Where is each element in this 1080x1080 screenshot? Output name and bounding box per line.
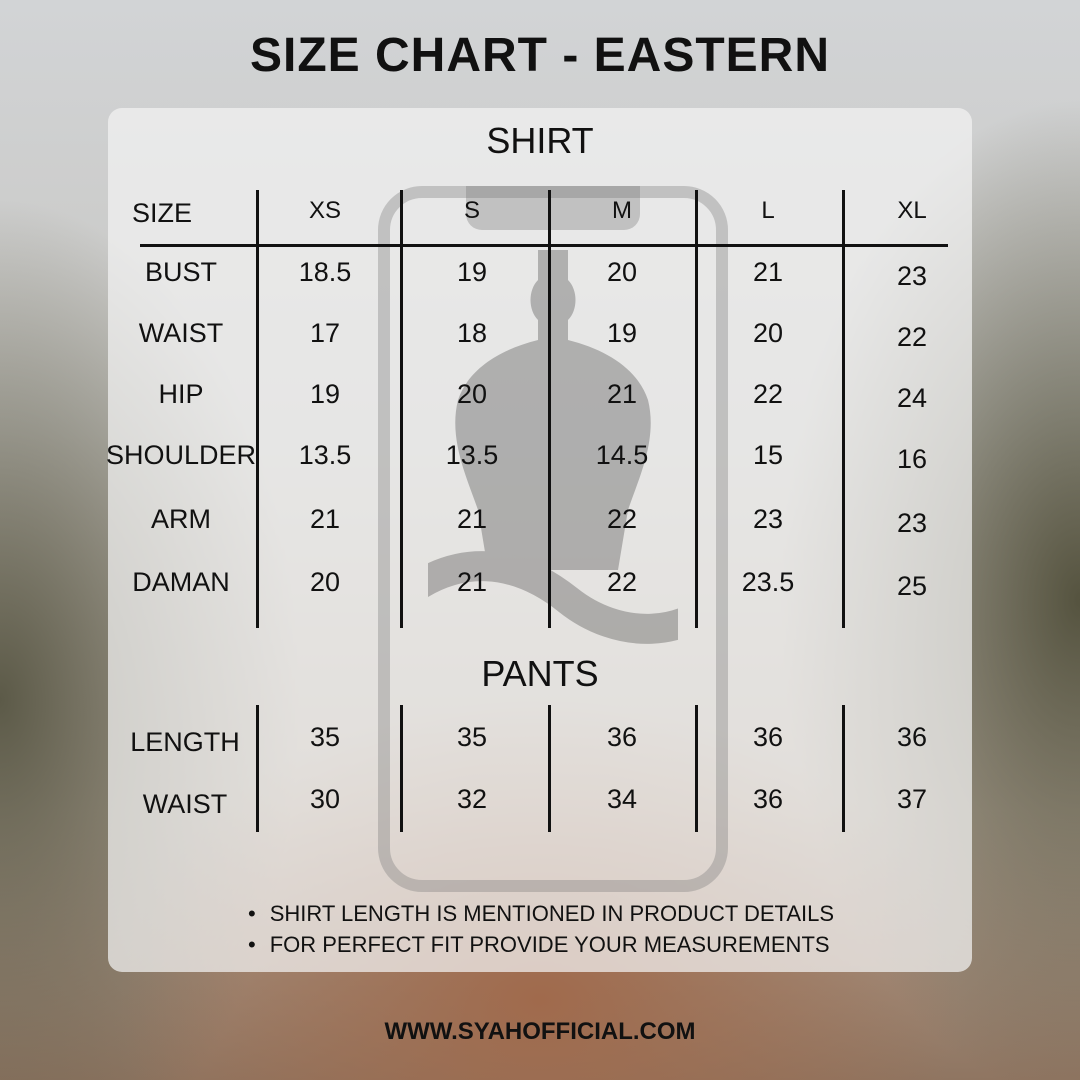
table-cell: 22: [752, 379, 784, 409]
table-cell: 25: [896, 571, 928, 601]
table-cell: 21: [456, 504, 488, 534]
row-label: DAMAN: [132, 567, 230, 597]
size-header-label: SIZE: [131, 198, 192, 228]
column-divider: [400, 705, 403, 832]
table-cell: 19: [456, 257, 488, 287]
note-item: FOR PERFECT FIT PROVIDE YOUR MEASUREMENT…: [248, 929, 834, 960]
table-cell: 21: [606, 379, 638, 409]
table-cell: 22: [606, 504, 638, 534]
size-header-l: L: [761, 197, 775, 224]
row-label: WAIST: [138, 318, 224, 348]
size-header-m: M: [612, 197, 632, 224]
notes-list: SHIRT LENGTH IS MENTIONED IN PRODUCT DET…: [248, 898, 834, 960]
table-cell: 24: [896, 383, 928, 413]
table-cell: 23: [896, 508, 928, 538]
table-cell: 23: [752, 504, 784, 534]
table-cell: 20: [309, 567, 341, 597]
table-cell: 20: [752, 318, 784, 348]
header-divider: [140, 244, 948, 247]
table-cell: 21: [456, 567, 488, 597]
table-cell: 20: [606, 257, 638, 287]
table-cell: 35: [309, 722, 341, 752]
table-cell: 16: [896, 444, 928, 474]
table-cell: 36: [752, 722, 784, 752]
table-cell: 14.5: [595, 440, 649, 470]
size-header-xs: XS: [308, 197, 341, 224]
column-divider: [256, 705, 259, 832]
table-cell: 13.5: [298, 440, 352, 470]
table-cell: 32: [456, 784, 488, 814]
table-cell: 19: [309, 379, 341, 409]
page-title: SIZE CHART - EASTERN: [249, 29, 830, 82]
table-cell: 15: [752, 440, 784, 470]
table-cell: 19: [606, 318, 638, 348]
table-cell: 22: [606, 567, 638, 597]
dress-form-icon: [428, 250, 678, 644]
row-label: ARM: [151, 504, 211, 534]
table-cell: 36: [752, 784, 784, 814]
table-cell: 22: [896, 322, 928, 352]
pants-heading: PANTS: [481, 653, 599, 694]
table-cell: 18.5: [298, 257, 352, 287]
row-label: SHOULDER: [106, 440, 257, 470]
phone-outline-watermark: [378, 186, 728, 892]
table-cell: 36: [896, 722, 928, 752]
website-url: WWW.SYAHOFFICIAL.COM: [384, 1018, 696, 1045]
column-divider: [842, 190, 845, 628]
table-cell: 21: [309, 504, 341, 534]
size-header-xl: XL: [897, 197, 927, 224]
table-cell: 21: [752, 257, 784, 287]
column-divider: [548, 190, 551, 628]
column-divider: [842, 705, 845, 832]
row-label: LENGTH: [130, 727, 240, 757]
table-cell: 17: [309, 318, 341, 348]
table-cell: 20: [456, 379, 488, 409]
table-cell: 13.5: [445, 440, 499, 470]
table-cell: 36: [606, 722, 638, 752]
column-divider: [695, 190, 698, 628]
note-item: SHIRT LENGTH IS MENTIONED IN PRODUCT DET…: [248, 898, 834, 929]
column-divider: [256, 190, 259, 628]
table-cell: 18: [456, 318, 488, 348]
row-label: WAIST: [142, 789, 228, 819]
row-label: BUST: [144, 257, 217, 287]
row-label: HIP: [158, 379, 204, 409]
table-cell: 34: [606, 784, 638, 814]
column-divider: [548, 705, 551, 832]
shirt-heading: SHIRT: [486, 120, 594, 161]
column-divider: [400, 190, 403, 628]
table-cell: 23.5: [741, 567, 795, 597]
table-cell: 37: [896, 784, 928, 814]
table-cell: 23: [896, 261, 928, 291]
phone-notch: [466, 186, 640, 230]
table-cell: 30: [309, 784, 341, 814]
size-header-s: S: [463, 197, 480, 224]
table-cell: 35: [456, 722, 488, 752]
size-chart-panel: [108, 108, 972, 972]
column-divider: [695, 705, 698, 832]
